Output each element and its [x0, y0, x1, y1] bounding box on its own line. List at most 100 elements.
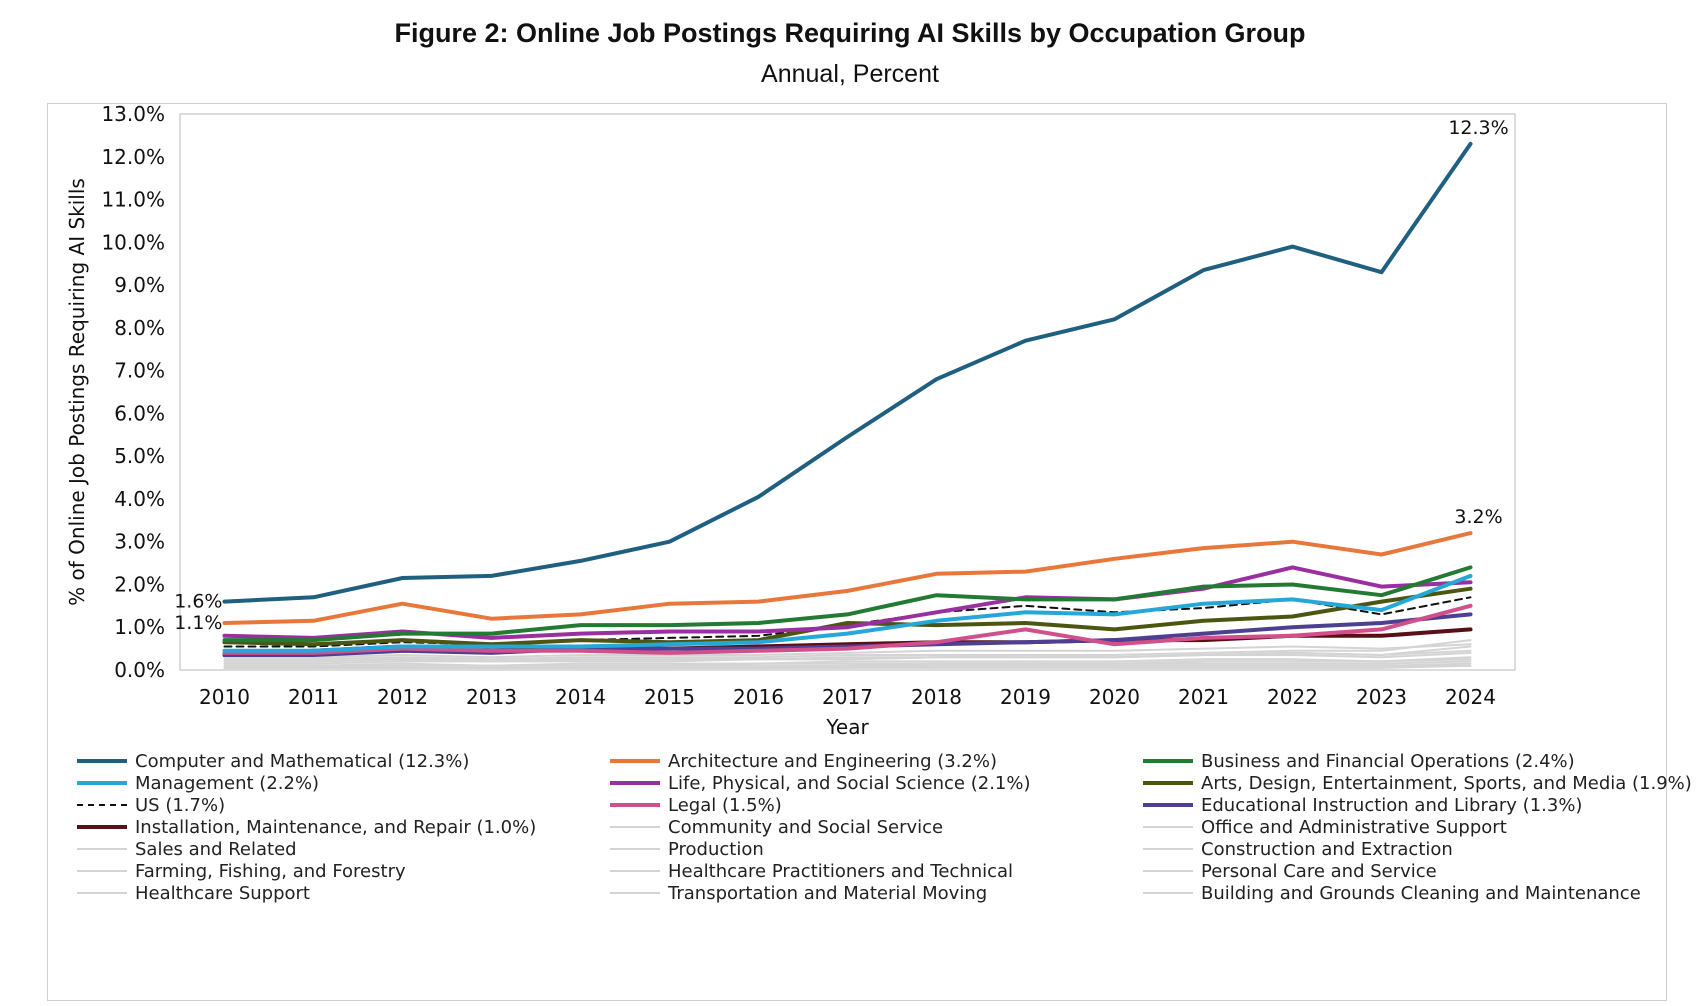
legend-swatch	[1143, 870, 1193, 872]
x-axis-title: Year	[825, 715, 869, 739]
legend-swatch	[77, 870, 127, 872]
legend-label: Sales and Related	[135, 838, 297, 860]
legend-label: Transportation and Material Moving	[668, 882, 988, 904]
y-tick-label: 2.0%	[114, 572, 165, 596]
legend-label: Personal Care and Service	[1201, 860, 1437, 882]
x-tick-label: 2016	[733, 685, 784, 709]
data-label: 3.2%	[1454, 506, 1502, 528]
y-tick-label: 11.0%	[101, 188, 165, 212]
legend-label: Farming, Fishing, and Forestry	[135, 860, 406, 882]
x-tick-label: 2017	[822, 685, 873, 709]
legend-label: Architecture and Engineering (3.2%)	[668, 750, 998, 772]
legend-item: Management (2.2%)	[75, 772, 319, 794]
legend-item: Business and Financial Operations (2.4%)	[1141, 750, 1575, 772]
x-tick-label: 2019	[1000, 685, 1051, 709]
y-axis-title: % of Online Job Postings Requiring AI Sk…	[65, 178, 89, 606]
y-tick-label: 8.0%	[114, 316, 165, 340]
legend-label: Management (2.2%)	[135, 772, 320, 794]
x-tick-label: 2021	[1178, 685, 1229, 709]
legend-label: Legal (1.5%)	[668, 794, 782, 816]
y-tick-label: 13.0%	[101, 104, 165, 126]
series-line	[223, 658, 1472, 667]
legend-swatch	[77, 781, 127, 785]
legend-swatch	[1143, 781, 1193, 785]
legend-label: Community and Social Service	[668, 816, 944, 838]
legend-label: Installation, Maintenance, and Repair (1…	[135, 816, 537, 838]
legend-swatch	[77, 892, 127, 894]
y-tick-label: 0.0%	[114, 658, 165, 682]
legend-label: Arts, Design, Entertainment, Sports, and…	[1201, 772, 1692, 794]
x-tick-label: 2015	[644, 685, 695, 709]
y-tick-label: 7.0%	[114, 359, 165, 383]
legend-item: Arts, Design, Entertainment, Sports, and…	[1141, 772, 1692, 794]
y-tick-label: 6.0%	[114, 401, 165, 425]
y-tick-label: 5.0%	[114, 444, 165, 468]
legend-item: Farming, Fishing, and Forestry	[75, 860, 406, 882]
legend-label: Computer and Mathematical (12.3%)	[135, 750, 470, 772]
series-line	[222, 612, 1473, 657]
legend-item: Building and Grounds Cleaning and Mainte…	[1141, 882, 1641, 904]
series-line	[222, 531, 1473, 625]
legend-item: Installation, Maintenance, and Repair (1…	[75, 816, 536, 838]
legend-item: Personal Care and Service	[1141, 860, 1437, 882]
legend-swatch	[610, 848, 660, 850]
legend-item: Life, Physical, and Social Science (2.1%…	[608, 772, 1031, 794]
legend-item: Production	[608, 838, 764, 860]
legend-item: Transportation and Material Moving	[608, 882, 987, 904]
series-line	[223, 649, 1472, 661]
series-line	[223, 651, 1472, 665]
x-tick-label: 2022	[1267, 685, 1318, 709]
series-line	[223, 643, 1472, 659]
chart-title: Figure 2: Online Job Postings Requiring …	[394, 18, 1306, 48]
chart-subtitle: Annual, Percent	[761, 60, 939, 88]
legend-item: Healthcare Support	[75, 882, 310, 904]
legend-item: Educational Instruction and Library (1.3…	[1141, 794, 1582, 816]
legend-label: Healthcare Support	[135, 882, 310, 904]
series-line	[222, 565, 1473, 643]
plot-area	[179, 113, 1516, 671]
series-line	[222, 586, 1473, 647]
y-tick-label: 4.0%	[114, 487, 165, 511]
series-line	[223, 639, 1472, 663]
legend-swatch	[610, 870, 660, 872]
legend-swatch	[1143, 759, 1193, 763]
legend-label: Business and Financial Operations (2.4%)	[1201, 750, 1575, 772]
series-line	[222, 603, 1473, 655]
data-label: 1.6%	[174, 591, 222, 613]
legend-item: Legal (1.5%)	[608, 794, 782, 816]
y-tick-label: 10.0%	[101, 230, 165, 254]
legend-item: US (1.7%)	[75, 794, 225, 816]
data-label: 1.1%	[174, 612, 222, 634]
legend-label: US (1.7%)	[135, 794, 226, 816]
legend-label: Office and Administrative Support	[1201, 816, 1507, 838]
legend-label: Life, Physical, and Social Science (2.1%…	[668, 772, 1031, 794]
legend-item: Architecture and Engineering (3.2%)	[608, 750, 997, 772]
y-tick-label: 3.0%	[114, 530, 165, 554]
legend-label: Healthcare Practitioners and Technical	[668, 860, 1014, 882]
x-tick-label: 2020	[1089, 685, 1140, 709]
legend-item: Construction and Extraction	[1141, 838, 1453, 860]
line-chart: 0.0% 1.0% 2.0% 3.0% 4.0% 5.0% 6.0% 7.0% 8.0% 9.0%…	[65, 104, 1516, 739]
series-line	[223, 662, 1472, 669]
legend-label: Educational Instruction and Library (1.3…	[1201, 794, 1583, 816]
series-line	[222, 141, 1473, 604]
y-tick-label: 9.0%	[114, 273, 165, 297]
x-tick-label: 2024	[1445, 685, 1496, 709]
legend-label: Construction and Extraction	[1201, 838, 1453, 860]
legend-swatch	[610, 826, 660, 828]
y-tick-label: 1.0%	[114, 615, 165, 639]
x-tick-label: 2012	[377, 685, 428, 709]
x-tick-label: 2023	[1356, 685, 1407, 709]
data-label: 12.3%	[1448, 117, 1508, 139]
legend-item: Community and Social Service	[608, 816, 943, 838]
legend-item: Computer and Mathematical (12.3%)	[75, 750, 469, 772]
legend-swatch	[610, 803, 660, 807]
legend-swatch	[77, 759, 127, 763]
legend-item: Sales and Related	[75, 838, 297, 860]
legend-swatch	[1143, 848, 1193, 850]
legend-swatch	[1143, 803, 1193, 807]
legend-swatch	[1143, 892, 1193, 894]
x-tick-label: 2014	[555, 685, 606, 709]
legend-swatch	[77, 848, 127, 850]
y-tick-label: 12.0%	[101, 145, 165, 169]
